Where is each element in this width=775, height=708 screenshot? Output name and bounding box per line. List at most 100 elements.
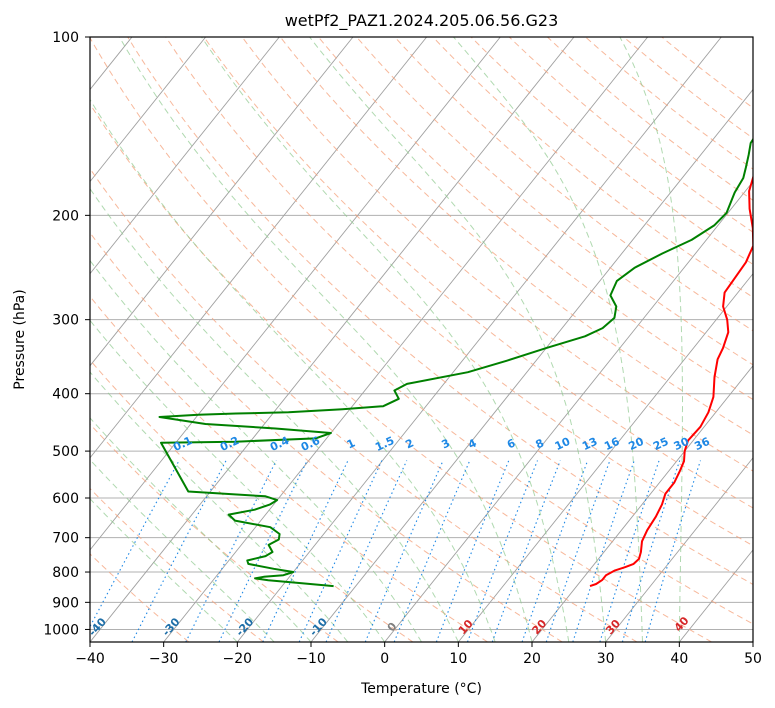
x-tick-label: −40 bbox=[75, 651, 105, 667]
y-tick-label: 900 bbox=[52, 595, 79, 611]
isotherm-line bbox=[163, 37, 649, 642]
dewpoint-line bbox=[158, 137, 753, 588]
isotherm-line bbox=[90, 37, 280, 275]
mixing-ratio-line bbox=[521, 460, 589, 642]
x-tick-label: 10 bbox=[449, 651, 467, 667]
plot-frame bbox=[89, 36, 754, 643]
mixing-ratio-label: 13 bbox=[580, 435, 599, 453]
dry-adiabat-line bbox=[432, 37, 753, 298]
dry-adiabat-line bbox=[470, 37, 753, 265]
mixing-ratio-line bbox=[621, 460, 681, 642]
mixing-ratio-label: 8 bbox=[534, 436, 546, 451]
mixing-ratio-line bbox=[298, 460, 383, 642]
moist-adiabat-line bbox=[90, 319, 386, 642]
dry-adiabat-line bbox=[90, 295, 488, 642]
moist-adiabat-line bbox=[619, 37, 683, 642]
mixing-ratio-label: 16 bbox=[602, 435, 622, 453]
dry-adiabat-line bbox=[394, 37, 753, 332]
mixing-ratio-line bbox=[599, 460, 660, 642]
x-tick-label: −30 bbox=[149, 651, 179, 667]
mixing-ratio-line bbox=[131, 460, 227, 642]
isotherm-line bbox=[90, 37, 428, 459]
y-tick-label: 1000 bbox=[43, 622, 79, 638]
x-tick-label: −10 bbox=[296, 651, 326, 667]
mixing-ratio-label: 36 bbox=[692, 435, 712, 453]
isotherm-line bbox=[90, 37, 501, 551]
mixing-ratio-line bbox=[325, 460, 408, 642]
mixing-ratio-label: 6 bbox=[505, 436, 518, 451]
dry-adiabat-label: 10 bbox=[456, 617, 476, 637]
moist-adiabat-line bbox=[90, 259, 422, 642]
isotherm-line bbox=[678, 549, 753, 642]
dry-adiabat-line bbox=[279, 37, 753, 436]
isotherm-line bbox=[90, 37, 354, 367]
mixing-ratio-line bbox=[435, 460, 510, 642]
background-lines bbox=[0, 37, 753, 642]
dry-adiabat-line bbox=[90, 423, 339, 642]
mixing-ratio-line bbox=[491, 460, 561, 642]
moist-adiabat-line bbox=[90, 459, 275, 642]
moist-adiabat-line bbox=[201, 37, 570, 642]
mixing-ratio-label: 20 bbox=[627, 435, 647, 453]
x-tick-label: 0 bbox=[380, 651, 389, 667]
isotherm-line bbox=[236, 37, 722, 642]
dry-adiabat-line bbox=[90, 102, 712, 642]
x-tick-label: 40 bbox=[670, 651, 688, 667]
x-tick-label: 30 bbox=[597, 651, 615, 667]
y-tick-label: 300 bbox=[52, 313, 79, 329]
y-tick-label: 600 bbox=[52, 491, 79, 507]
isotherm-line bbox=[605, 457, 753, 642]
dry-adiabat-line bbox=[90, 553, 190, 642]
mixing-ratio-line bbox=[364, 460, 444, 642]
dry-adiabat-line bbox=[241, 37, 753, 472]
dry-adiabat-label: 20 bbox=[530, 617, 550, 637]
isotherm-line bbox=[0, 37, 58, 642]
moist-adiabat-line bbox=[90, 371, 349, 642]
moist-adiabat-line bbox=[90, 187, 459, 642]
y-tick-label: 700 bbox=[52, 531, 79, 547]
chart-title: wetPf2_PAZ1.2024.205.06.56.G23 bbox=[285, 11, 559, 31]
dry-adiabat-label: 40 bbox=[672, 614, 692, 634]
x-axis: −40 −30 −20 −10 0 10 20 30 40 50 bbox=[75, 642, 762, 667]
moist-adiabat-line bbox=[453, 37, 643, 642]
dry-adiabat-label: -50 bbox=[12, 615, 35, 639]
dry-adiabat-line bbox=[90, 167, 638, 642]
mixing-ratio-label: 25 bbox=[651, 435, 670, 453]
mixing-ratio-line bbox=[572, 460, 635, 642]
dry-adiabat-line bbox=[356, 37, 753, 366]
profile-lines bbox=[158, 137, 753, 588]
mixing-ratio-line bbox=[644, 460, 702, 642]
y-axis: 100 200 300 400 500 600 700 800 900 1000 bbox=[43, 30, 90, 638]
mixing-ratio-line bbox=[466, 460, 539, 642]
dry-adiabat-line bbox=[165, 37, 753, 547]
mixing-ratio-label: 3 bbox=[440, 436, 452, 451]
isotherm-line bbox=[310, 88, 753, 642]
y-tick-label: 100 bbox=[52, 30, 79, 46]
isotherm-line bbox=[457, 272, 753, 642]
isotherm-line bbox=[384, 180, 753, 642]
mixing-ratio-line bbox=[393, 460, 471, 642]
isotherm-line bbox=[90, 37, 575, 642]
isotherm-line bbox=[752, 641, 753, 642]
mixing-ratio-line bbox=[262, 460, 349, 642]
isotherm-line bbox=[90, 37, 207, 183]
dry-adiabat-label: -30 bbox=[160, 615, 183, 639]
dry-adiabat-line bbox=[90, 487, 264, 642]
dry-adiabat-line bbox=[318, 37, 753, 401]
dry-adiabat-line bbox=[203, 37, 753, 509]
y-tick-label: 400 bbox=[52, 387, 79, 403]
x-tick-label: 50 bbox=[744, 651, 762, 667]
x-tick-label: −20 bbox=[223, 651, 253, 667]
dry-adiabat-line bbox=[508, 37, 753, 233]
y-tick-label: 200 bbox=[52, 208, 79, 224]
moist-adiabat-line bbox=[118, 37, 533, 642]
mixing-ratio-label: 30 bbox=[672, 435, 692, 453]
temperature-line bbox=[589, 175, 753, 588]
dry-adiabat-line bbox=[547, 37, 753, 201]
mixing-ratio-line bbox=[218, 460, 308, 642]
isotherm-line bbox=[531, 365, 753, 642]
moist-adiabat-line bbox=[90, 498, 238, 642]
moist-adiabat-line bbox=[90, 98, 496, 642]
dry-adiabat-line bbox=[90, 231, 563, 642]
